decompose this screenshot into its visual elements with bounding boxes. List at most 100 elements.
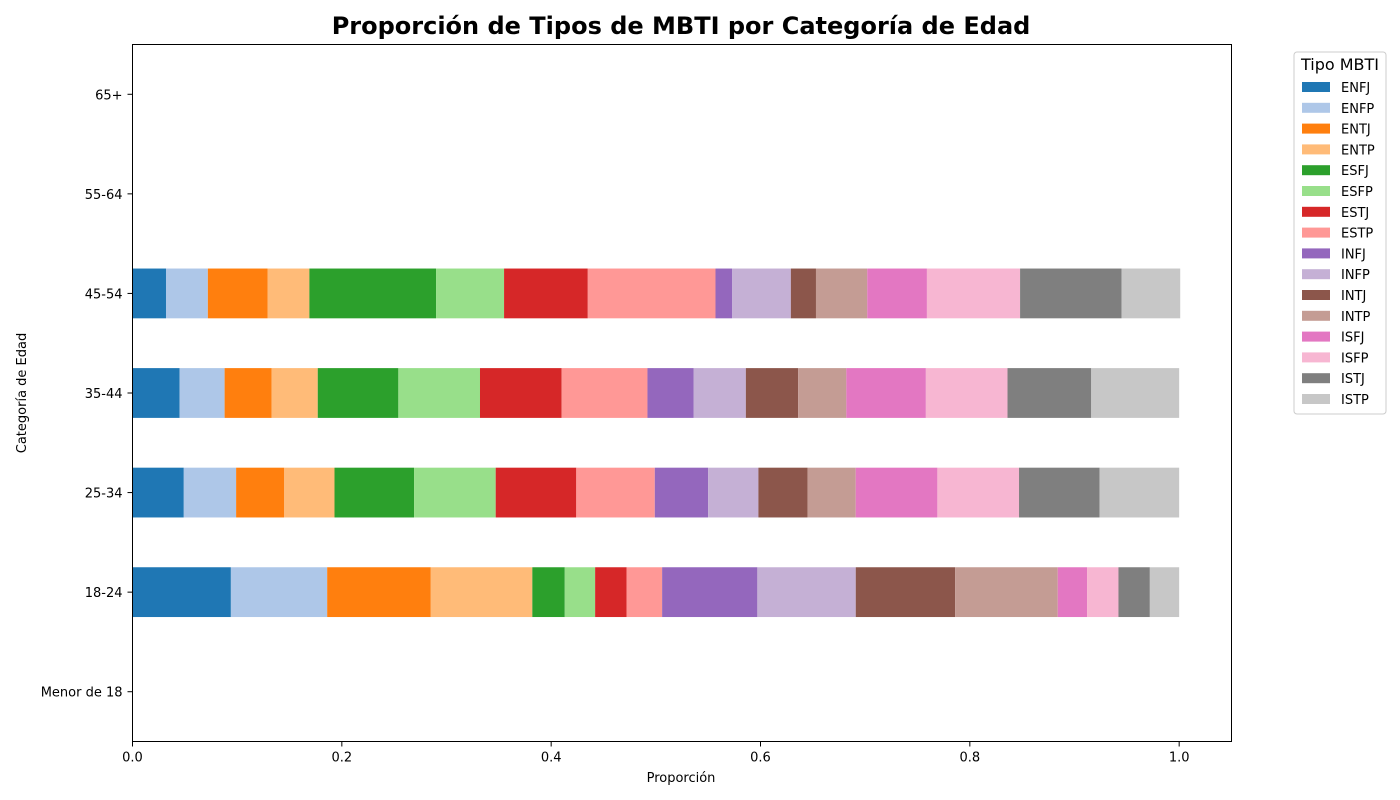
- bar-segment-18-24-intj: [855, 567, 956, 618]
- bar-segment-25-34-intp: [807, 467, 856, 518]
- legend-title: Tipo MBTI: [1300, 55, 1379, 74]
- bar-segment-18-24-istp: [1149, 567, 1180, 618]
- bar-segment-25-34-istp: [1099, 467, 1180, 518]
- bar-segment-18-24-infp: [757, 567, 856, 618]
- bar-segment-35-44-istp: [1091, 368, 1180, 418]
- legend-label-intp: INTP: [1341, 310, 1370, 325]
- legend-swatch-infp: [1302, 269, 1330, 280]
- bar-segment-18-24-isfj: [1057, 567, 1088, 618]
- legend-label-istp: ISTP: [1341, 393, 1369, 408]
- legend-label-isfj: ISFJ: [1341, 331, 1364, 346]
- x-tick-label: 0.6: [750, 751, 771, 766]
- y-tick-label: Menor de 18: [41, 686, 123, 701]
- y-tick-label: 55-64: [85, 188, 123, 203]
- bar-segment-35-44-estj: [479, 368, 562, 418]
- x-tick-label: 0.2: [331, 751, 352, 766]
- bar-segment-35-44-isfp: [925, 368, 1008, 418]
- legend-swatch-estj: [1302, 206, 1330, 217]
- bar-segment-45-54-istj: [1020, 268, 1122, 319]
- y-tick-label: 25-34: [85, 487, 123, 502]
- legend-swatch-intp: [1302, 310, 1330, 321]
- bar-segment-35-44-infp: [693, 368, 746, 418]
- bar-segment-25-34-enfj: [132, 467, 184, 518]
- legend-label-infp: INFP: [1341, 268, 1370, 283]
- bar-segment-25-34-esfp: [414, 467, 496, 518]
- bar-segment-35-44-esfp: [398, 368, 480, 418]
- bar-segment-45-54-istp: [1121, 268, 1181, 319]
- bar-segment-45-54-isfp: [926, 268, 1021, 319]
- x-tick-label: 0.4: [541, 751, 562, 766]
- bar-segment-25-34-estp: [576, 467, 655, 518]
- legend-label-entp: ENTP: [1341, 143, 1375, 158]
- legend-swatch-esfj: [1302, 165, 1330, 176]
- y-tick-label: 45-54: [85, 287, 123, 302]
- bar-segment-45-54-estp: [587, 268, 716, 319]
- y-tick-label: 65+: [95, 88, 122, 103]
- bar-segment-25-34-infp: [708, 467, 759, 518]
- bar-segment-18-24-intp: [955, 567, 1058, 618]
- bar-segment-45-54-entp: [267, 268, 310, 319]
- bar-segment-45-54-enfp: [165, 268, 208, 319]
- bar-segment-45-54-enfj: [132, 268, 166, 319]
- bar-segment-45-54-intp: [815, 268, 868, 319]
- bar-segment-45-54-infp: [732, 268, 791, 319]
- legend-swatch-enfp: [1302, 102, 1330, 113]
- bar-segment-25-34-isfp: [937, 467, 1020, 518]
- bar-segment-18-24-entj: [327, 567, 431, 618]
- legend-swatch-esfp: [1302, 186, 1330, 196]
- bar-segment-25-34-infj: [654, 467, 709, 518]
- bar-segment-35-44-entj: [224, 368, 272, 418]
- legend-swatch-intj: [1302, 290, 1330, 300]
- bar-segment-35-44-enfj: [132, 368, 180, 418]
- legend-swatch-isfj: [1302, 331, 1330, 342]
- legend-swatch-istj: [1302, 373, 1330, 384]
- bar-segment-25-34-isfj: [855, 467, 938, 518]
- legend-label-isfp: ISFP: [1341, 351, 1369, 366]
- bar-segment-35-44-esfj: [317, 368, 399, 418]
- bar-segment-18-24-enfp: [230, 567, 328, 618]
- bar-segment-18-24-esfp: [564, 567, 596, 618]
- legend-swatch-entj: [1302, 123, 1330, 134]
- bar-segment-25-34-enfp: [183, 467, 237, 518]
- legend-label-esfj: ESFJ: [1341, 164, 1369, 179]
- bar-segment-18-24-istj: [1118, 567, 1150, 618]
- legend-swatch-istp: [1302, 394, 1330, 404]
- bar-segment-25-34-intj: [758, 467, 808, 518]
- y-tick-label: 35-44: [85, 387, 123, 402]
- bar-segment-18-24-estj: [595, 567, 627, 618]
- bar-segment-25-34-entj: [236, 467, 285, 518]
- bar-segment-35-44-infj: [647, 368, 694, 418]
- bar-segment-18-24-isfp: [1087, 567, 1119, 618]
- bar-segment-45-54-esfp: [436, 268, 505, 319]
- bar-segment-45-54-estj: [504, 268, 588, 319]
- bar-segment-35-44-enfp: [179, 368, 225, 418]
- x-tick-label: 1.0: [1169, 751, 1190, 766]
- y-axis-label: Categoría de Edad: [15, 333, 30, 453]
- bar-segment-45-54-intj: [790, 268, 816, 319]
- bar-segment-25-34-esfj: [334, 467, 415, 518]
- x-axis-label: Proporción: [647, 771, 716, 786]
- bar-segment-45-54-entj: [207, 268, 268, 319]
- legend-label-estp: ESTP: [1341, 227, 1373, 242]
- bar-segment-35-44-entp: [271, 368, 318, 418]
- x-tick-label: 0.0: [122, 751, 143, 766]
- bar-segment-35-44-intj: [745, 368, 799, 418]
- bar-segment-18-24-estp: [626, 567, 663, 618]
- legend-swatch-enfj: [1302, 82, 1330, 92]
- bar-segment-25-34-istj: [1019, 467, 1100, 518]
- bar-segment-35-44-istj: [1007, 368, 1092, 418]
- legend-swatch-infj: [1302, 248, 1330, 259]
- legend-label-estj: ESTJ: [1341, 206, 1369, 221]
- bar-segment-45-54-isfj: [867, 268, 927, 319]
- chart-title: Proporción de Tipos de MBTI por Categorí…: [332, 12, 1031, 40]
- legend-label-istj: ISTJ: [1341, 372, 1365, 387]
- legend-swatch-estp: [1302, 227, 1330, 238]
- legend-label-infj: INFJ: [1341, 247, 1366, 262]
- legend-frame: [1293, 51, 1387, 415]
- x-tick-label: 0.8: [959, 751, 980, 766]
- bar-segment-18-24-enfj: [132, 567, 231, 618]
- legend-label-enfp: ENFP: [1341, 102, 1374, 117]
- bar-segment-35-44-intp: [798, 368, 847, 418]
- bar-segment-18-24-entp: [430, 567, 533, 618]
